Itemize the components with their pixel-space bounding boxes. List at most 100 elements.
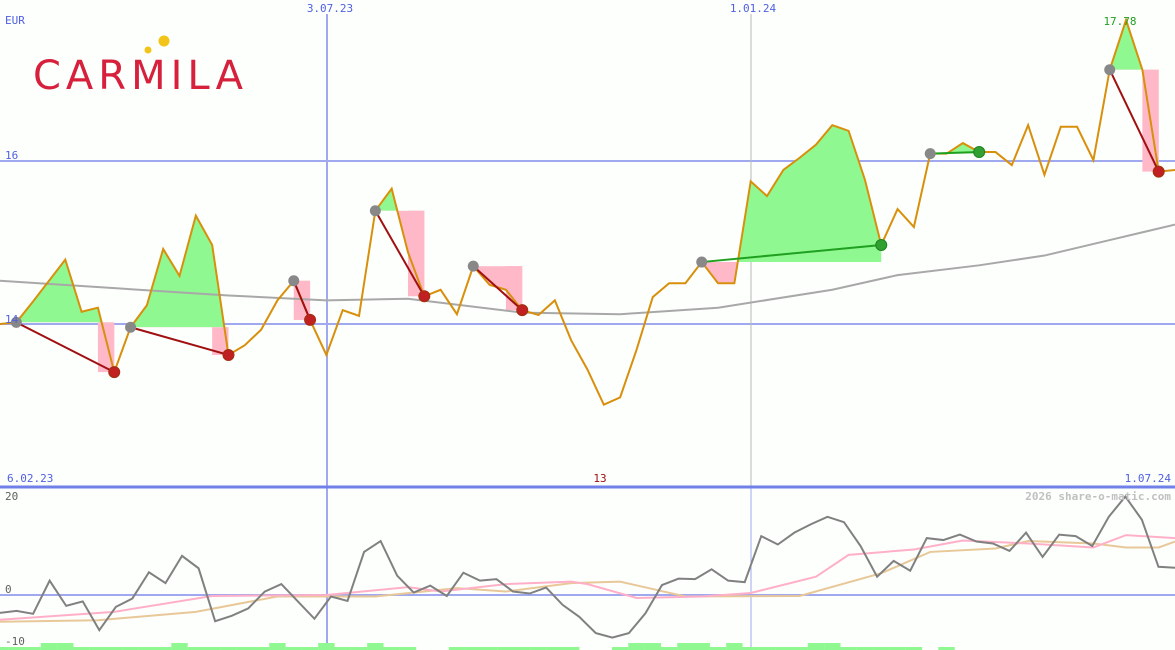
trade-exit-marker xyxy=(304,313,317,326)
trade-entry-marker xyxy=(1104,64,1116,76)
volume-bar xyxy=(497,647,515,650)
trade-entry-marker xyxy=(125,321,137,333)
price-panel xyxy=(0,16,1175,407)
trade-entry-marker xyxy=(924,148,936,160)
volume-bar xyxy=(252,647,270,650)
min-label: 13 xyxy=(593,472,606,485)
volume-bar xyxy=(24,647,41,650)
trade-gain-area xyxy=(16,259,115,323)
volume-bar xyxy=(367,643,384,650)
volume-bar xyxy=(465,647,482,650)
trade-gain-area xyxy=(130,215,229,328)
trade-entry-marker xyxy=(369,205,381,217)
grid xyxy=(0,14,1175,650)
volume-bar xyxy=(856,647,874,650)
volume-bar xyxy=(611,647,629,650)
volume-bar xyxy=(383,647,400,650)
volume-bar xyxy=(530,647,547,650)
volume-bar xyxy=(873,647,890,650)
volume-bar xyxy=(399,647,417,650)
volume-bar xyxy=(203,647,221,650)
volume-bar xyxy=(350,647,368,650)
logo-dot-large xyxy=(158,35,170,47)
trade-line xyxy=(1108,69,1160,173)
x-tick-end: 1.07.24 xyxy=(1125,472,1172,485)
trade-gain-area xyxy=(375,188,425,211)
trade-exit-marker xyxy=(418,290,431,303)
volume-bar xyxy=(318,643,335,650)
trade-line xyxy=(930,151,980,155)
trade-exit-marker xyxy=(108,366,121,379)
volume-bar xyxy=(807,643,825,650)
volume-bar xyxy=(938,647,955,650)
volume-bar xyxy=(562,647,580,650)
volume-bar xyxy=(171,643,188,650)
lower-y-tick-minus10: -10 xyxy=(5,635,25,648)
trade-exit-marker xyxy=(222,348,235,361)
lower-y-tick-0: 0 xyxy=(5,583,12,596)
volume-bar xyxy=(220,647,237,650)
x-tick-start: 6.02.23 xyxy=(7,472,53,485)
lower-y-tick-20: 20 xyxy=(5,490,18,503)
volume-bar xyxy=(285,647,302,650)
volume-bar xyxy=(628,643,645,650)
volume-bar xyxy=(840,647,857,650)
volume-bar xyxy=(89,647,107,650)
volume-bar xyxy=(187,647,205,650)
volume-bar xyxy=(73,647,90,650)
currency-label: EUR xyxy=(5,14,25,27)
volume-bar xyxy=(889,647,906,650)
trade-entry-marker xyxy=(696,256,708,268)
x-tick-3-07-23: 3.07.23 xyxy=(307,2,353,15)
logo-text: CARMILA xyxy=(33,53,248,99)
volume-bar xyxy=(57,643,74,650)
volume-bar xyxy=(693,643,710,650)
trade-loss-area xyxy=(701,262,882,284)
x-tick-1-01-24: 1.01.24 xyxy=(730,2,777,15)
volume-bar xyxy=(644,643,661,650)
logo-dot-small xyxy=(144,46,152,54)
volume-bar xyxy=(0,647,9,650)
trade-line xyxy=(15,321,115,373)
trade-line xyxy=(292,280,311,321)
watermark: 2026 share-o-matic.com xyxy=(1025,490,1171,503)
carmila-logo: CARMILA xyxy=(33,35,248,99)
volume-bar xyxy=(106,647,123,650)
volume-bar xyxy=(677,643,694,650)
max-label: 17.78 xyxy=(1103,15,1136,28)
trade-exit-marker xyxy=(875,238,888,251)
volume-bar xyxy=(40,643,58,650)
y-tick-16: 16 xyxy=(5,149,18,162)
trade-line xyxy=(472,265,523,311)
signal-tan-line xyxy=(0,540,1175,623)
volume-bar xyxy=(726,643,743,650)
volume-bar xyxy=(481,647,498,650)
volume-bar xyxy=(758,647,776,650)
volume-bar xyxy=(301,647,319,650)
volume-bar xyxy=(448,647,466,650)
volume-bar xyxy=(791,647,808,650)
trade-gain-area xyxy=(701,125,882,263)
volume-bar xyxy=(269,643,286,650)
volume-bar xyxy=(905,647,923,650)
trade-line xyxy=(374,210,426,297)
trade-entry-marker xyxy=(467,260,479,272)
volume-bar xyxy=(154,647,172,650)
moving-average-line xyxy=(0,223,1175,316)
trade-exit-marker xyxy=(516,304,529,317)
volume-bar xyxy=(742,647,759,650)
trade-line xyxy=(130,326,229,356)
volume-bar xyxy=(824,643,841,650)
volume-bar xyxy=(8,647,25,650)
volume-bar xyxy=(334,647,351,650)
volume-bar xyxy=(138,647,156,650)
volume-bar xyxy=(122,647,139,650)
volume-bar xyxy=(709,647,727,650)
volume-bar xyxy=(236,647,253,650)
volume-bar xyxy=(546,647,564,650)
volume-bar xyxy=(775,647,792,650)
trade-exit-marker xyxy=(1152,165,1165,178)
trade-exit-marker xyxy=(973,146,986,159)
